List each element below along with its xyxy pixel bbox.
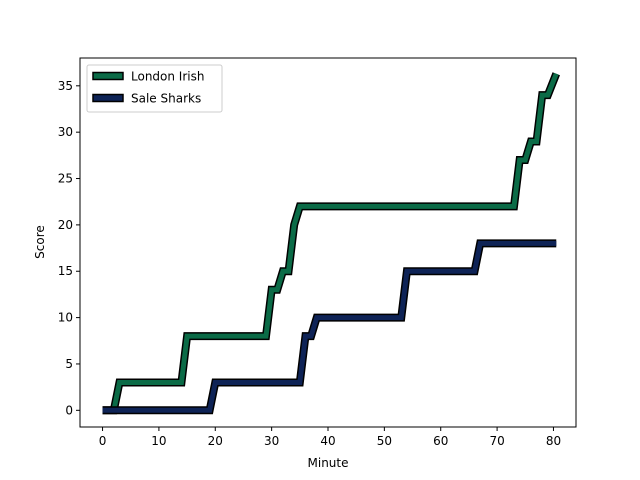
x-tick-label: 40: [320, 434, 335, 448]
x-tick-label: 50: [377, 434, 392, 448]
y-tick-label: 0: [65, 403, 73, 417]
x-tick-label: 80: [546, 434, 561, 448]
legend-swatch-0: [92, 71, 124, 81]
x-tick-label: 30: [264, 434, 279, 448]
x-axis-label: Minute: [308, 456, 349, 470]
x-tick-label: 0: [99, 434, 107, 448]
y-tick-label: 10: [58, 311, 73, 325]
y-tick-label: 30: [58, 125, 73, 139]
y-tick-label: 5: [65, 357, 73, 371]
legend-label-1: Sale Sharks: [131, 92, 201, 106]
y-axis-ticks: 0 5 10 15 20 25 30 35: [58, 79, 80, 417]
legend: London Irish Sale Sharks: [86, 64, 223, 113]
x-axis-ticks: 0 10 20 30 40 50 60 70 80: [99, 427, 561, 448]
y-tick-label: 25: [58, 172, 73, 186]
y-tick-label: 15: [58, 264, 73, 278]
x-tick-label: 10: [151, 434, 166, 448]
series-line-0: [102, 72, 559, 413]
y-tick-label: 20: [58, 218, 73, 232]
x-tick-label: 60: [433, 434, 448, 448]
y-axis-label: Score: [33, 225, 47, 259]
legend-swatch-1: [92, 93, 124, 103]
series-line-1: [102, 240, 557, 413]
y-tick-label: 35: [58, 79, 73, 93]
x-tick-label: 70: [489, 434, 504, 448]
legend-label-0: London Irish: [131, 70, 204, 84]
x-tick-label: 20: [208, 434, 223, 448]
series-lines: [102, 72, 560, 415]
